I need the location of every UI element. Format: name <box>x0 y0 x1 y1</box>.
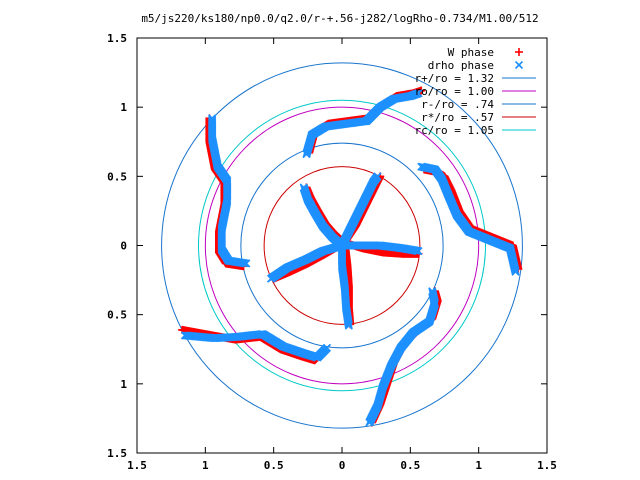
legend-label: rc/ro = 1.05 <box>415 124 494 137</box>
drho-phase-arm-1 <box>299 183 347 250</box>
chart-title: m5/js220/ks180/np0.0/q2.0/r-+.56-j282/lo… <box>141 12 538 25</box>
drho-phase-arm-9 <box>180 329 332 362</box>
x-tick-label: 0 <box>339 459 346 472</box>
drho-phase-arm-7 <box>417 162 520 276</box>
drho-phase-arm-5 <box>266 241 347 283</box>
drho-phase-arm-3 <box>337 241 423 256</box>
y-tick-label: 0 <box>120 240 127 253</box>
legend-label: W phase <box>448 46 494 59</box>
circle-r-ro <box>240 142 444 349</box>
drho-phase-series <box>180 89 520 427</box>
y-tick-label: 1 <box>120 378 127 391</box>
x-tick-label: 1 <box>202 459 209 472</box>
y-tick-label: 0.5 <box>107 309 127 322</box>
legend-label: r-/ro = .74 <box>421 98 494 111</box>
legend-label: r*/ro = .57 <box>421 111 494 124</box>
y-tick-label: 1 <box>120 101 127 114</box>
legend-sample <box>515 48 523 56</box>
y-tick-label: 0.5 <box>107 170 127 183</box>
x-tick-label: 1 <box>475 459 482 472</box>
x-tick-label: 0.5 <box>264 459 284 472</box>
y-tick-label: 1.5 <box>107 447 127 460</box>
x-tick-label: 1.5 <box>537 459 557 472</box>
x-tick-label: 1.5 <box>127 459 147 472</box>
drho-phase-arm-8 <box>365 287 439 427</box>
drho-phase-arm-10 <box>208 114 251 268</box>
legend-label: ro/ro = 1.00 <box>415 85 494 98</box>
y-tick-label: 1.5 <box>107 32 127 45</box>
x-tick-label: 0.5 <box>400 459 420 472</box>
legend-sample <box>514 60 524 70</box>
circle-r-ro <box>161 62 523 429</box>
legend-label: r+/ro = 1.32 <box>415 72 494 85</box>
drho-phase-arm-6 <box>302 89 423 159</box>
circle-r-ro <box>263 166 421 325</box>
circle-ro-ro <box>204 106 480 385</box>
circle-rc-ro <box>198 99 486 392</box>
drho-phase-arm-4 <box>337 241 353 330</box>
legend-label: drho phase <box>428 59 494 72</box>
